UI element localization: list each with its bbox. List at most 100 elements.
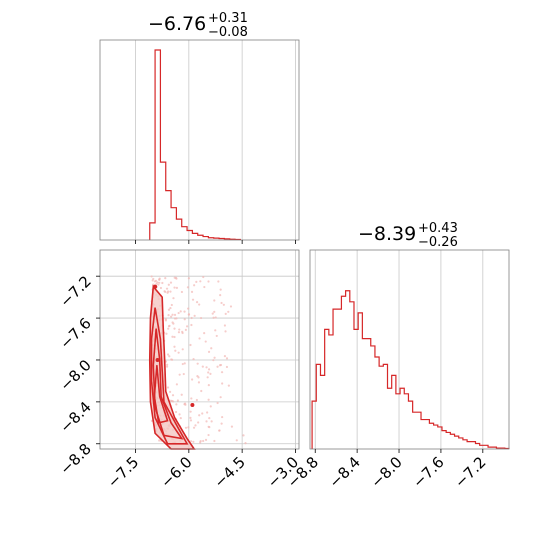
scatter-point [161,281,164,285]
scatter-point [198,414,201,417]
title-lower-error: −0.08 [208,25,248,40]
scatter-point [212,316,215,319]
scatter-point [201,412,204,415]
contour-level-inner [152,328,184,440]
scatter-point [206,411,209,414]
scatter-point [167,283,170,286]
axes-frame [309,249,510,450]
scatter-point [190,290,194,293]
grid-lines [314,250,484,449]
scatter-point [242,434,245,437]
scatter-point [197,421,200,424]
isolated-point [190,403,195,408]
scatter-point [219,288,222,291]
scatter-point [174,349,177,352]
scatter-point [183,318,186,321]
scatter-point [190,316,193,320]
x-tick-label: −6.0 [157,453,195,491]
scatter-point [209,405,212,408]
scatter-point [199,280,202,283]
scatter-point [189,410,192,413]
scatter-point [229,305,233,308]
scatter-point [192,426,196,429]
scatter-point [180,393,183,396]
scatter-point [218,364,222,367]
scatter-point [178,328,181,331]
scatter-point [213,439,216,443]
scatter-point [213,356,216,359]
scatter-point [166,386,170,389]
marginal-histogram-y: −8.8 −8.4 −8.0 −7.6 −7.2 −8.39 +0.43 −0.26 [284,221,510,492]
scatter-point [173,345,176,348]
scatter-point [219,294,222,297]
scatter-point [175,403,178,406]
scatter-point [196,362,199,365]
scatter-point [170,303,173,307]
scatter-point [177,311,180,315]
title-lower-error: −0.26 [418,235,458,250]
scatter-point [207,368,211,371]
tick-marks [96,275,296,453]
scatter-point [210,347,213,350]
scatter-point [225,357,229,360]
scatter-point [193,284,196,287]
scatter-point [223,354,227,358]
scatter-point [202,275,205,279]
x-tick-label: −8.0 [367,453,405,491]
scatter-point [205,366,208,369]
scatter-point [175,286,179,289]
scatter-point [199,316,203,320]
scatter-point [196,375,199,378]
scatter-point [204,438,208,441]
x-tick-label: −7.2 [451,453,489,491]
scatter-point [151,279,154,282]
scatter-point [216,365,219,368]
scatter-point [178,373,181,376]
y-tick-label: −7.2 [56,272,94,310]
y-tick-label: −8.4 [56,398,94,436]
scatter-point [219,396,222,399]
scatter-point [195,398,198,402]
scatter-point [178,413,181,416]
scatter-point [211,312,214,315]
scatter-point [227,384,230,387]
title-upper-error: +0.31 [208,11,248,26]
title-upper-error: +0.43 [418,221,458,236]
scatter-point [190,397,193,400]
scatter-point [167,308,171,311]
scatter-point [184,328,187,331]
scatter-point [158,439,161,442]
scatter-point [213,310,216,313]
scatter-point [190,323,193,327]
joint-scatter-contour: −7.5 −6.0 −4.5 −3.0 −7.2−7.6−8.0−8.4−8.8 [56,249,302,492]
scatter-point [210,420,213,423]
scatter-point [173,335,176,339]
scatter-point [195,301,199,304]
scatter-point [207,280,210,283]
scatter-point [217,280,220,283]
scatter-point [209,372,212,375]
scatter-point [173,313,177,316]
scatter-point [171,321,174,324]
scatter-point [158,281,161,284]
scatter-point [169,281,173,284]
scatter-point [167,314,170,317]
scatter-point [171,394,175,397]
scatter-point [187,307,190,310]
scatter-point [224,330,227,333]
histogram-steps [311,290,510,450]
scatter-point [187,313,191,316]
y-tick-label: −8.8 [56,440,94,478]
x-tick-labels: −7.5 −6.0 −4.5 −3.0 [104,453,302,491]
scatter-point [230,425,234,428]
y-tick-labels: −7.2 −7.6 −8.0 −8.4 −8.8 [56,272,94,478]
x-tick-label: −8.4 [325,453,363,491]
scatter-point [221,382,224,385]
scatter-point [227,310,230,313]
scatter-point [169,399,172,402]
title-median: −6.76 [148,13,206,35]
scatter-point [166,363,169,366]
scatter-point [225,365,229,369]
tick-marks [314,449,484,453]
scatter-point [173,276,176,279]
